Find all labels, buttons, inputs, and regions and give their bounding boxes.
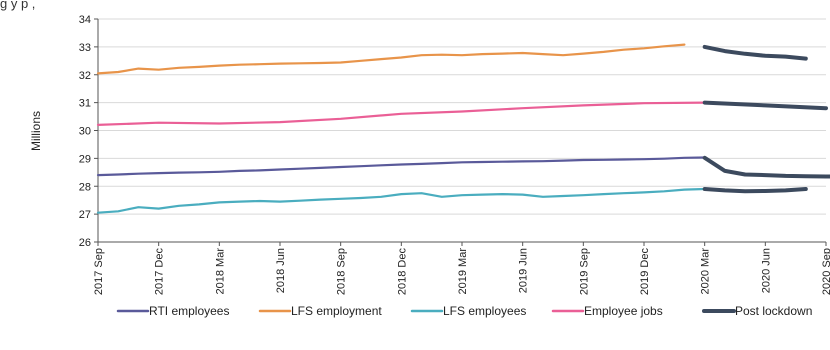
axes bbox=[94, 18, 827, 246]
x-tick-label: 2020 Mar bbox=[700, 248, 712, 295]
x-tick-label: 2017 Dec bbox=[154, 248, 166, 296]
x-tick-label: 2020 Sep bbox=[821, 248, 830, 295]
legend: RTI employees LFS employment LFS employees… bbox=[116, 304, 812, 318]
legend-label: LFS employees bbox=[443, 304, 526, 318]
y-tick-label: 28 bbox=[79, 181, 91, 193]
x-tick-label: 2018 Jun bbox=[275, 248, 287, 293]
y-tick-labels: 26 27 28 29 30 31 32 33 34 bbox=[79, 14, 91, 249]
series-line-post-lockdown bbox=[702, 100, 828, 111]
series-lines bbox=[96, 43, 830, 214]
y-tick-label: 31 bbox=[79, 98, 91, 110]
x-tick-label: 2019 Jun bbox=[518, 248, 530, 293]
series-line-lfs-employment bbox=[96, 43, 686, 75]
y-tick-label: 27 bbox=[79, 209, 91, 221]
x-tick-label: 2019 Sep bbox=[578, 248, 590, 295]
x-tick-labels: 2017 Sep 2017 Dec 2018 Mar 2018 Jun 2018 Sep… bbox=[93, 248, 830, 296]
x-tick-label: 2018 Sep bbox=[336, 248, 348, 295]
y-tick-label: 34 bbox=[79, 14, 91, 26]
series-line-post-lockdown bbox=[702, 187, 808, 194]
y-tick-label: 32 bbox=[79, 70, 91, 82]
y-tick-label: 30 bbox=[79, 126, 91, 138]
legend-label: Employee jobs bbox=[584, 304, 663, 318]
y-tick-label: 33 bbox=[79, 42, 91, 54]
series-line-post-lockdown bbox=[702, 155, 830, 179]
legend-label: RTI employees bbox=[149, 304, 229, 318]
x-tick-label: 2017 Sep bbox=[93, 248, 105, 295]
series-line-rti-employees bbox=[96, 156, 706, 177]
x-tick-label: 2020 Jun bbox=[760, 248, 772, 293]
y-tick-label: 29 bbox=[79, 153, 91, 165]
x-tick-label: 2018 Dec bbox=[396, 248, 408, 296]
legend-label: Post lockdown bbox=[735, 304, 812, 318]
y-tick-label: 26 bbox=[79, 237, 91, 249]
series-line-employee-jobs bbox=[96, 101, 706, 126]
x-tick-label: 2018 Mar bbox=[214, 248, 226, 295]
chart-title-fragment: g y p , bbox=[0, 0, 36, 11]
series-line-post-lockdown bbox=[702, 44, 808, 61]
legend-label: LFS employment bbox=[291, 304, 382, 318]
series-line-lfs-employees bbox=[96, 187, 706, 214]
x-tick-label: 2019 Mar bbox=[457, 248, 469, 295]
y-axis-title: Millions bbox=[29, 111, 43, 151]
x-tick-label: 2019 Dec bbox=[639, 248, 651, 296]
